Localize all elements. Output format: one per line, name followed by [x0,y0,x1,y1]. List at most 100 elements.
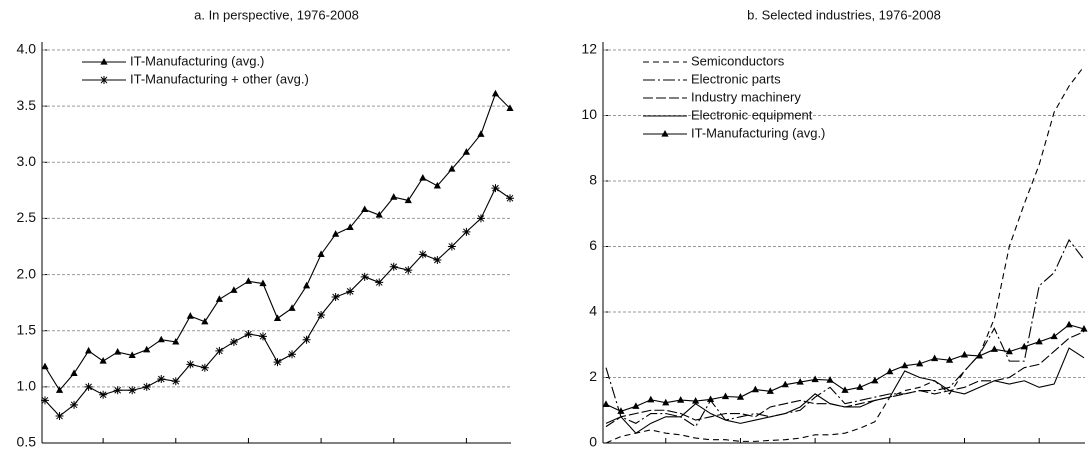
marker [662,398,670,406]
marker [506,104,514,111]
y-tick-label: 8 [589,172,597,188]
marker [273,314,282,321]
legend-label: Industry machinery [691,89,801,104]
marker [360,272,369,281]
marker [811,375,819,383]
marker [781,380,789,388]
series-line [605,66,1085,444]
marker [84,382,93,391]
marker [632,402,640,409]
marker [901,361,909,369]
marker [706,395,715,403]
marker [99,390,108,399]
y-tick-label: 10 [581,106,597,122]
marker [70,369,78,376]
marker [259,279,267,287]
marker [960,350,969,358]
marker [841,386,849,393]
marker [215,346,224,355]
marker [477,130,485,137]
marker [506,194,514,203]
y-tick-label: 4 [589,303,597,319]
legend-marker [100,58,108,65]
marker [1035,337,1043,345]
marker [331,293,340,302]
marker [346,223,354,231]
marker [766,387,774,394]
marker [258,332,267,341]
marker [751,385,759,393]
marker [491,89,500,97]
legend-label: IT-Manufacturing (avg.) [691,125,825,140]
marker [230,286,238,293]
marker [404,266,413,275]
marker [418,250,427,259]
series-line [44,92,511,392]
series-line [44,187,511,417]
marker [945,356,954,363]
marker [990,345,998,352]
chart-title: a. In perspective, 1976-2008 [194,7,359,22]
series-line [605,324,1085,412]
y-tick-label: 3.5 [17,97,37,113]
marker [70,400,79,409]
series-line [605,238,1085,428]
marker [84,346,93,354]
marker [143,345,151,353]
legend-marker [661,130,669,137]
marker [186,312,194,319]
marker [447,242,456,251]
marker [433,181,441,189]
marker [200,363,209,372]
marker [736,393,745,400]
marker [1005,347,1013,355]
marker [41,396,49,405]
marker [419,174,427,181]
y-tick-label: 1.5 [17,321,37,337]
marker [433,255,442,264]
chart-title: b. Selected industries, 1976-2008 [747,7,941,22]
marker [375,211,383,218]
legend-marker [100,76,108,84]
marker [186,360,195,369]
marker [55,386,64,393]
marker [288,304,296,311]
marker [404,196,412,204]
marker [332,230,340,237]
marker [617,407,625,414]
series-line [605,331,1085,428]
y-tick-label: 0 [589,434,597,450]
marker [317,310,326,319]
marker [157,374,166,383]
marker [215,295,223,302]
legend-label: IT-Manufacturing + other (avg.) [130,71,309,86]
y-tick-label: 2.5 [17,209,37,225]
legend-label: Semiconductors [691,53,785,68]
marker [826,376,834,383]
marker [1050,332,1058,340]
marker [128,386,137,395]
marker [856,383,864,390]
marker [886,367,894,375]
marker [157,335,165,343]
y-tick-label: 2 [589,368,597,384]
marker [390,193,398,200]
marker [229,337,238,346]
series-line [605,347,1085,434]
marker [721,392,730,400]
marker [201,317,209,325]
y-tick-label: 6 [589,237,597,253]
marker [692,397,700,404]
legend-label: Electronic parts [691,71,781,86]
marker [361,205,369,213]
marker [41,362,49,370]
marker [462,148,471,155]
marker [99,357,107,364]
marker [142,382,151,391]
y-tick-label: 4.0 [17,41,37,57]
marker [128,351,136,359]
marker [302,335,311,344]
marker [317,250,325,257]
marker [302,281,311,289]
legend-label: IT-Manufacturing (avg.) [130,53,264,68]
